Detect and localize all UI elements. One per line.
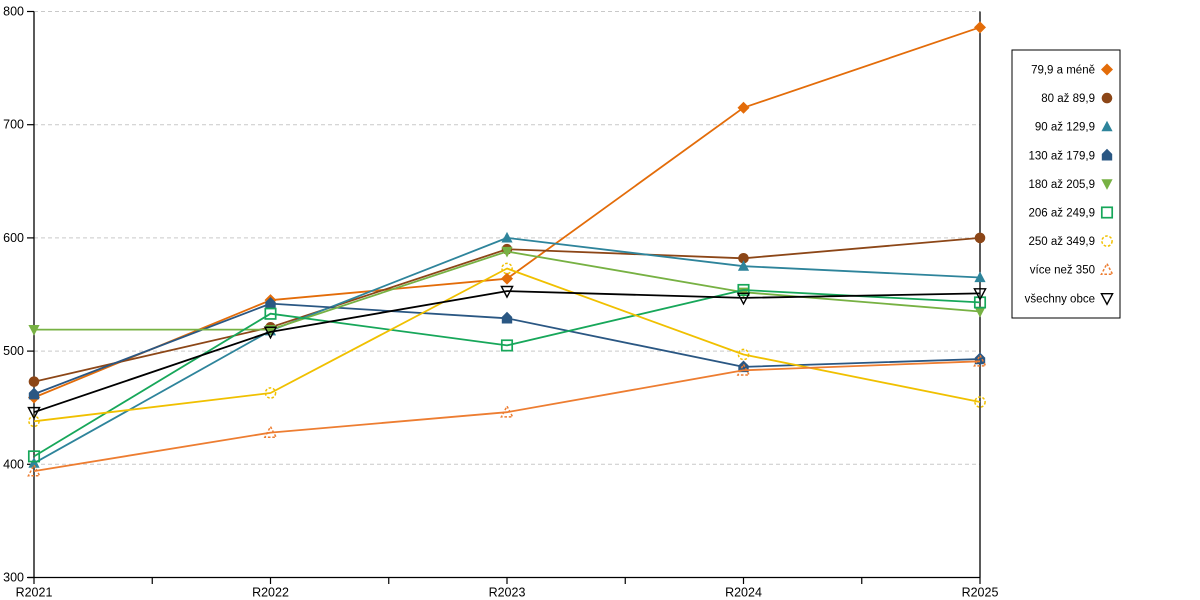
axes: 300 400 500 600 700 800 R2021 R2022 R2023 R2024 R2… — [3, 5, 998, 600]
legend-label-6: 250 až 349,9 — [1028, 236, 1095, 248]
series-0-point-R2024 — [737, 101, 750, 114]
legend-label-2: 90 až 129,9 — [1035, 122, 1095, 134]
series-line-6 — [33, 267, 981, 423]
series-5-point-R2024 — [737, 283, 750, 297]
legend-label-5: 206 až 249,9 — [1028, 208, 1095, 220]
series-5 — [27, 283, 987, 463]
x-tick-label-R2024: R2024 — [725, 586, 762, 600]
series-7-point-R2023 — [500, 404, 514, 418]
x-tick-label-R2021: R2021 — [16, 586, 53, 600]
series-1-point-R2024 — [738, 252, 749, 264]
series-8-point-R2021 — [27, 406, 41, 420]
legend-label-4: 180 až 205,9 — [1028, 179, 1095, 191]
x-tick-label-R2025: R2025 — [962, 586, 999, 600]
legend-item-5: 206 až 249,9 — [1028, 206, 1114, 220]
series-5-point-R2021 — [27, 450, 41, 463]
series-8-point-R2022 — [263, 326, 278, 340]
y-tick-label-600: 600 — [3, 231, 24, 245]
legend-marker-pentagon-icon — [1101, 148, 1113, 161]
x-tick-label-R2022: R2022 — [252, 586, 289, 600]
series-4-point-R2021 — [28, 324, 40, 336]
legend-label-0: 79,9 a méně — [1031, 65, 1095, 77]
series-6-point-R2022 — [264, 387, 277, 399]
series-3-point-R2021 — [28, 387, 40, 400]
legend-label-7: více než 350 — [1030, 265, 1095, 277]
legend-marker-square-open-icon — [1100, 206, 1114, 219]
legend-marker-triangle-down-icon — [1101, 179, 1113, 190]
series-0-point-R2025 — [974, 21, 986, 34]
series-6 — [28, 262, 986, 428]
legend-item-8: všechny obce — [1025, 293, 1114, 306]
series-3 — [28, 297, 986, 400]
legend-item-2: 90 až 129,9 — [1035, 120, 1113, 134]
y-tick-label-700: 700 — [3, 118, 24, 132]
legend-label-1: 80 až 89,9 — [1041, 93, 1095, 105]
series-8-point-R2024 — [736, 292, 751, 306]
series-6-point-R2024 — [737, 348, 750, 361]
series-1-point-R2025 — [974, 232, 986, 244]
legend: 79,9 a méně 80 až 89,9 90 až 129,9 130 až 1… — [1011, 49, 1121, 319]
legend-label-3: 130 až 179,9 — [1028, 150, 1095, 162]
legend-label-8: všechny obce — [1025, 293, 1095, 305]
y-tick-label-400: 400 — [3, 457, 24, 471]
legend-item-0: 79,9 a méně — [1031, 63, 1113, 77]
series-4-point-R2025 — [974, 306, 986, 318]
series-3-point-R2022 — [265, 297, 276, 309]
series-6-point-R2025 — [974, 396, 986, 408]
series-7-point-R2025 — [973, 353, 987, 367]
series-8-point-R2023 — [500, 285, 514, 299]
series-7-point-R2021 — [27, 463, 41, 477]
series-2-point-R2021 — [28, 457, 40, 468]
series-2-point-R2023 — [501, 231, 513, 243]
series-6-point-R2021 — [28, 415, 40, 428]
series-5-point-R2023 — [500, 339, 514, 352]
x-tick-label-R2023: R2023 — [489, 586, 526, 600]
series-line-1 — [33, 237, 981, 383]
series-3-point-R2023 — [501, 311, 513, 324]
series-line-8 — [33, 290, 981, 414]
y-tick-label-500: 500 — [3, 344, 24, 358]
legend-item-4: 180 až 205,9 — [1028, 179, 1113, 191]
series-2-point-R2024 — [737, 260, 750, 271]
series-1-point-R2021 — [28, 376, 40, 387]
series-line-7 — [33, 360, 981, 472]
series-7-point-R2022 — [263, 424, 278, 438]
legend-item-1: 80 až 89,9 — [1041, 92, 1113, 105]
legend-marker-circle-open-dashed-icon — [1101, 235, 1113, 247]
series-5-point-R2022 — [264, 307, 277, 320]
series-line-5 — [33, 289, 981, 458]
series-6-point-R2023 — [501, 262, 513, 275]
legend-marker-triangle-up-icon — [1101, 120, 1113, 132]
series-7 — [27, 353, 987, 477]
series-0-point-R2023 — [501, 272, 513, 285]
legend-item-6: 250 až 349,9 — [1028, 235, 1113, 248]
series-8 — [27, 285, 987, 420]
y-tick-label-300: 300 — [3, 571, 24, 585]
legend-marker-triangle-down-open-icon — [1100, 293, 1114, 306]
legend-marker-triangle-up-open-dashed-icon — [1100, 262, 1114, 276]
series-7-point-R2024 — [736, 362, 751, 376]
series-line-0 — [33, 26, 981, 399]
legend-marker-circle-icon — [1101, 92, 1113, 104]
series-8-point-R2025 — [973, 288, 987, 301]
series-4-point-R2023 — [501, 246, 513, 258]
series-2-point-R2025 — [974, 271, 986, 283]
y-tick-label-800: 800 — [3, 5, 24, 19]
series-5-point-R2025 — [973, 296, 987, 309]
legend-item-3: 130 až 179,9 — [1028, 148, 1113, 162]
legend-item-7: více než 350 — [1030, 262, 1114, 277]
legend-marker-diamond-icon — [1101, 63, 1113, 76]
